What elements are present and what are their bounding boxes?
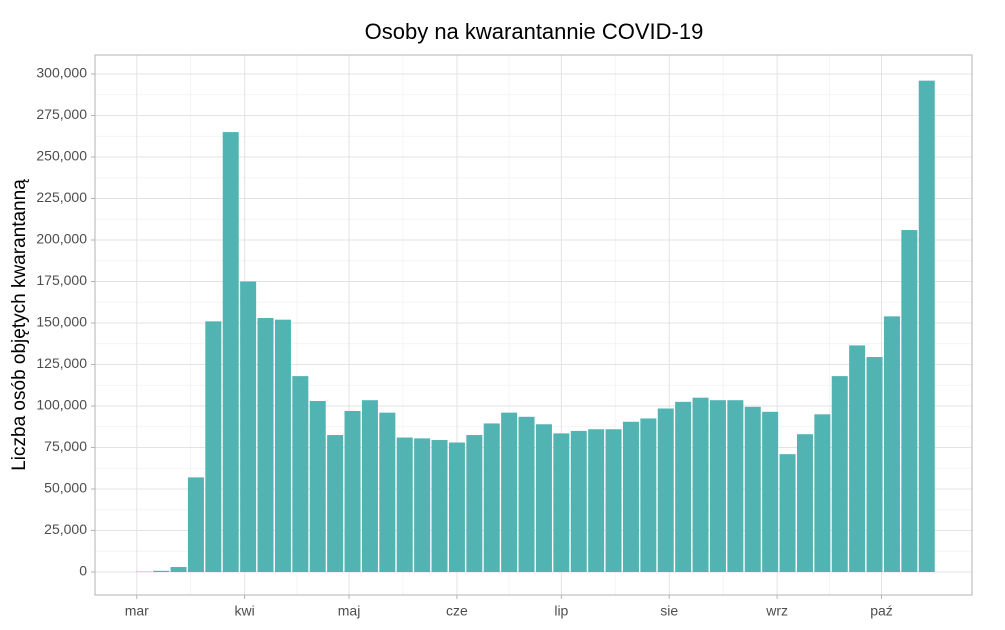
bar xyxy=(170,567,187,573)
y-tick-label: 250,000 xyxy=(36,148,87,164)
y-tick-label: 25,000 xyxy=(44,521,87,537)
y-tick-label: 300,000 xyxy=(36,65,87,81)
bar xyxy=(344,410,361,573)
bar xyxy=(796,434,813,573)
x-tick-label: kwi xyxy=(235,603,255,619)
bar xyxy=(918,80,935,573)
bar xyxy=(257,318,274,573)
x-tick-label: paź xyxy=(870,603,893,619)
bar xyxy=(762,411,779,573)
y-tick-label: 75,000 xyxy=(44,438,87,454)
y-tick-label: 275,000 xyxy=(36,106,87,122)
x-tick-label: sie xyxy=(660,603,678,619)
y-tick-label: 0 xyxy=(79,563,87,579)
bar xyxy=(535,424,552,573)
x-tick-label: mar xyxy=(125,603,149,619)
bar xyxy=(570,430,587,573)
y-tick-label: 150,000 xyxy=(36,314,87,330)
bar xyxy=(640,418,657,573)
y-axis-title: Liczba osób objętych kwarantanną xyxy=(9,179,30,471)
bar xyxy=(657,408,674,573)
bar xyxy=(187,477,204,573)
bar xyxy=(553,433,570,573)
bar xyxy=(518,416,535,573)
bar xyxy=(379,412,396,573)
y-tick-label: 225,000 xyxy=(36,189,87,205)
bar xyxy=(327,435,344,573)
bar xyxy=(588,429,605,573)
x-tick-label: cze xyxy=(446,603,468,619)
bar xyxy=(222,132,239,573)
y-tick-label: 200,000 xyxy=(36,231,87,247)
bar xyxy=(605,429,622,573)
bar xyxy=(361,400,378,573)
chart-title: Osoby na kwarantannie COVID-19 xyxy=(365,19,704,44)
bar xyxy=(309,401,326,573)
bar xyxy=(205,321,222,573)
bar xyxy=(240,281,257,573)
bar xyxy=(153,570,170,573)
bar xyxy=(675,401,692,573)
bar xyxy=(431,440,448,573)
panel-border xyxy=(94,54,973,596)
bar xyxy=(779,454,796,573)
bar xyxy=(448,442,465,573)
bar xyxy=(709,400,726,573)
bar xyxy=(466,435,483,573)
bar xyxy=(866,357,883,573)
bar xyxy=(814,414,831,573)
y-tick-label: 50,000 xyxy=(44,480,87,496)
bar xyxy=(501,412,518,573)
bar xyxy=(274,319,291,573)
bar xyxy=(692,397,709,573)
bar xyxy=(622,421,639,573)
bar xyxy=(414,438,431,573)
bar xyxy=(727,400,744,573)
bar xyxy=(849,345,866,573)
x-tick-label: wrz xyxy=(765,603,788,619)
bar xyxy=(883,316,900,573)
bar xyxy=(483,423,500,573)
y-tick-label: 125,000 xyxy=(36,355,87,371)
bar xyxy=(396,437,413,573)
bar xyxy=(831,376,848,573)
bar xyxy=(901,230,918,573)
x-tick-label: maj xyxy=(338,603,361,619)
bar xyxy=(292,376,309,573)
x-tick-label: lip xyxy=(554,603,568,619)
y-tick-label: 100,000 xyxy=(36,397,87,413)
bar xyxy=(744,406,761,573)
y-tick-label: 175,000 xyxy=(36,272,87,288)
